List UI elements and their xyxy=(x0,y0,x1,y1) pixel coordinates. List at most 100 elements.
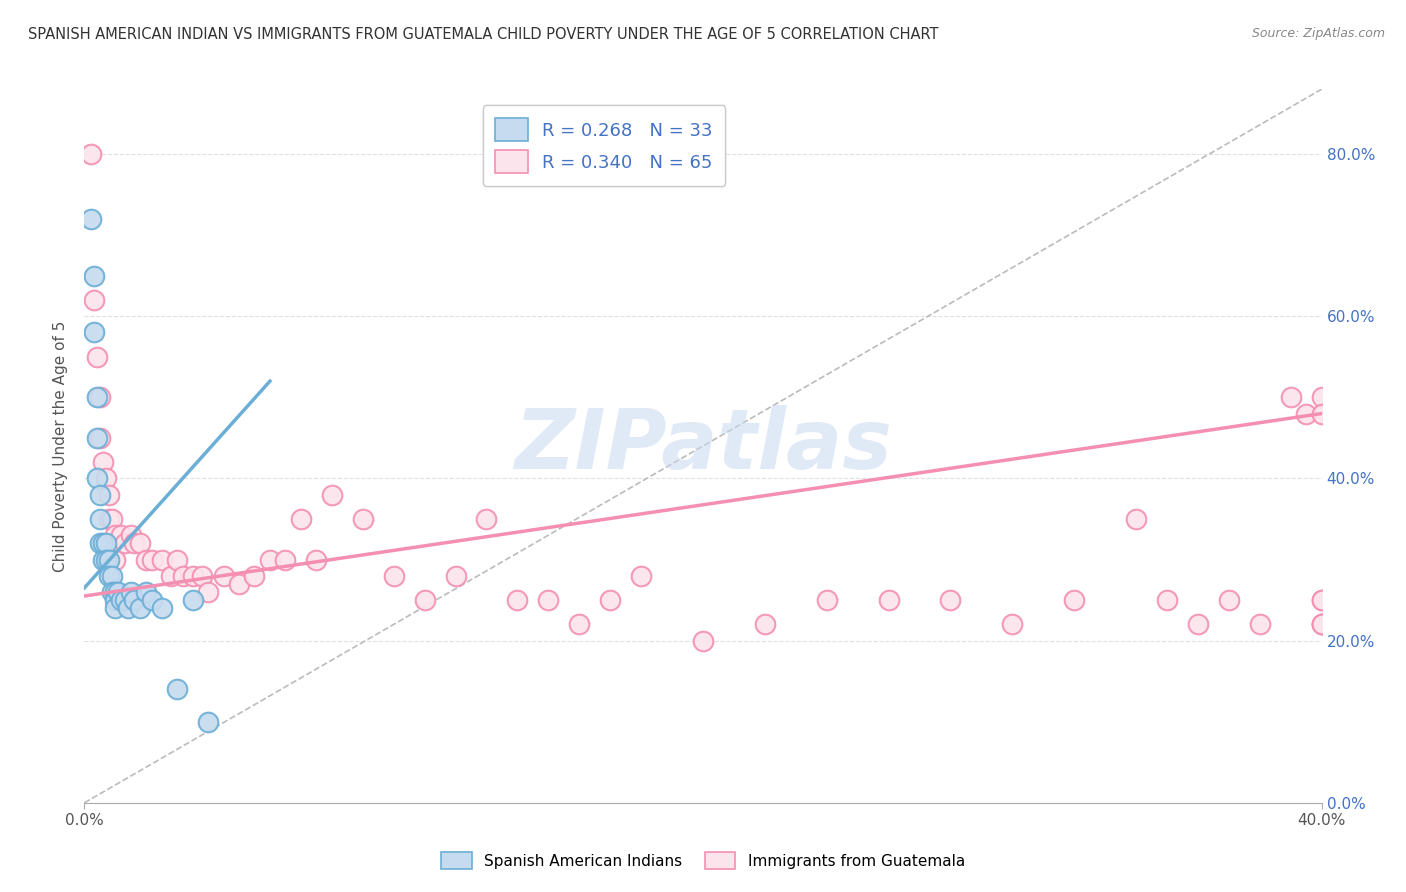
Point xyxy=(1001,617,1024,632)
Point xyxy=(104,601,127,615)
Point xyxy=(94,471,117,485)
Point xyxy=(98,568,121,582)
Point xyxy=(89,512,111,526)
Point xyxy=(141,552,163,566)
Point xyxy=(243,568,266,582)
Point xyxy=(83,293,105,307)
Point xyxy=(86,390,108,404)
Point xyxy=(172,568,194,582)
Point xyxy=(91,455,114,469)
Point xyxy=(83,268,105,283)
Point xyxy=(129,536,152,550)
Text: SPANISH AMERICAN INDIAN VS IMMIGRANTS FROM GUATEMALA CHILD POVERTY UNDER THE AGE: SPANISH AMERICAN INDIAN VS IMMIGRANTS FR… xyxy=(28,27,939,42)
Point xyxy=(1310,407,1333,421)
Point xyxy=(352,512,374,526)
Point xyxy=(599,593,621,607)
Point xyxy=(166,682,188,697)
Point xyxy=(568,617,591,632)
Point xyxy=(98,512,121,526)
Point xyxy=(89,431,111,445)
Point xyxy=(110,593,132,607)
Point xyxy=(877,593,900,607)
Point xyxy=(321,488,343,502)
Point xyxy=(122,536,145,550)
Point xyxy=(79,147,101,161)
Point xyxy=(86,431,108,445)
Point xyxy=(101,568,124,582)
Y-axis label: Child Poverty Under the Age of 5: Child Poverty Under the Age of 5 xyxy=(53,320,69,572)
Point xyxy=(104,552,127,566)
Point xyxy=(1310,390,1333,404)
Point xyxy=(89,390,111,404)
Point xyxy=(101,585,124,599)
Point xyxy=(150,601,173,615)
Point xyxy=(212,568,235,582)
Point xyxy=(89,536,111,550)
Point xyxy=(107,585,129,599)
Point xyxy=(1125,512,1147,526)
Text: Source: ZipAtlas.com: Source: ZipAtlas.com xyxy=(1251,27,1385,40)
Point xyxy=(305,552,328,566)
Point xyxy=(1310,593,1333,607)
Point xyxy=(104,528,127,542)
Point xyxy=(382,568,405,582)
Point xyxy=(120,585,142,599)
Point xyxy=(1156,593,1178,607)
Point xyxy=(104,585,127,599)
Point xyxy=(94,552,117,566)
Point xyxy=(160,568,183,582)
Point xyxy=(181,593,204,607)
Point xyxy=(104,593,127,607)
Point xyxy=(1249,617,1271,632)
Point xyxy=(122,593,145,607)
Point xyxy=(98,488,121,502)
Point xyxy=(94,536,117,550)
Point xyxy=(1310,593,1333,607)
Point xyxy=(1295,407,1317,421)
Point xyxy=(274,552,297,566)
Point xyxy=(114,593,136,607)
Point xyxy=(754,617,776,632)
Point xyxy=(444,568,467,582)
Point xyxy=(89,488,111,502)
Point xyxy=(1279,390,1302,404)
Point xyxy=(135,552,157,566)
Point xyxy=(692,633,714,648)
Point xyxy=(1310,617,1333,632)
Legend: Spanish American Indians, Immigrants from Guatemala: Spanish American Indians, Immigrants fro… xyxy=(434,846,972,875)
Point xyxy=(166,552,188,566)
Point xyxy=(1187,617,1209,632)
Point xyxy=(86,471,108,485)
Point xyxy=(120,528,142,542)
Point xyxy=(79,211,101,226)
Point xyxy=(141,593,163,607)
Point xyxy=(91,552,114,566)
Point xyxy=(135,585,157,599)
Point xyxy=(939,593,962,607)
Point xyxy=(129,601,152,615)
Point xyxy=(290,512,312,526)
Legend: R = 0.268   N = 33, R = 0.340   N = 65: R = 0.268 N = 33, R = 0.340 N = 65 xyxy=(482,105,725,186)
Point xyxy=(197,585,219,599)
Point xyxy=(86,350,108,364)
Point xyxy=(815,593,838,607)
Point xyxy=(197,714,219,729)
Point xyxy=(1218,593,1240,607)
Point xyxy=(228,577,250,591)
Point xyxy=(101,512,124,526)
Point xyxy=(181,568,204,582)
Point xyxy=(1063,593,1085,607)
Point xyxy=(191,568,214,582)
Point xyxy=(537,593,560,607)
Point xyxy=(259,552,281,566)
Point xyxy=(91,536,114,550)
Point xyxy=(1310,617,1333,632)
Point xyxy=(114,536,136,550)
Point xyxy=(83,326,105,340)
Point xyxy=(117,601,139,615)
Point xyxy=(110,528,132,542)
Point xyxy=(1310,617,1333,632)
Point xyxy=(506,593,529,607)
Point xyxy=(630,568,652,582)
Point xyxy=(413,593,436,607)
